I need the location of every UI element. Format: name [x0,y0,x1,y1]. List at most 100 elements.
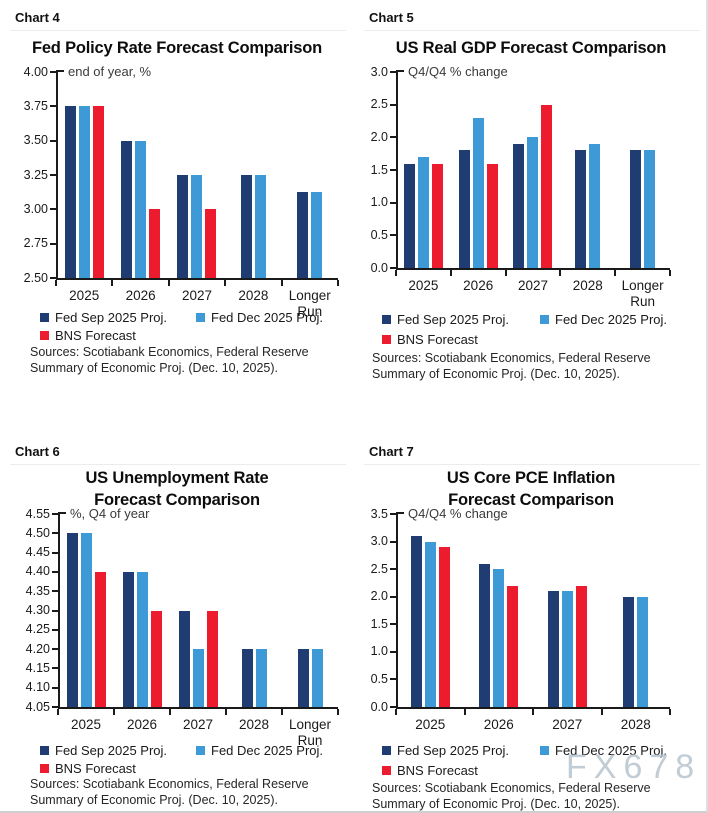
y-tick-mark [390,623,396,626]
bar-fed-dec-2025 [191,175,203,278]
bar-fed-dec-2025 [424,541,436,707]
divider-line [364,464,700,465]
bar-fed-sep-2025 [64,106,76,278]
chart-label: Chart 7 [369,444,414,459]
x-axis-line [396,268,670,270]
chart-title: US Unemployment Rate Forecast Comparison [0,468,354,511]
sources-note: Sources: Scotiabank Economics, Federal R… [372,780,651,811]
chart-title: US Core PCE Inflation Forecast Comparison [354,468,706,511]
y-axis-label: 4.05 [25,699,50,714]
bar-fed-dec-2025 [311,191,323,278]
x-axis-line [396,707,670,709]
x-tick-mark [111,280,114,286]
bar-fed-dec-2025 [472,117,484,268]
bar-fed-dec-2025 [417,156,429,268]
y-axis-label: 0.0 [370,260,388,275]
bar-group [169,72,225,278]
divider-line [10,30,346,31]
legend-swatch-fed-sep-2025 [382,746,391,755]
bar-fed-sep-2025 [623,596,635,707]
bar-group [396,514,465,707]
y-tick-mark [390,267,396,269]
y-axis-label: 4.10 [25,680,50,695]
bar-bns-forecast [541,104,553,268]
y-axis-line [56,70,58,278]
y-tick-mark [52,609,58,612]
y-tick-mark [52,570,58,573]
x-axis-label: 2026 [463,278,494,293]
chart7-panel: Chart 7 US Core PCE Inflation Forecast Co… [354,430,706,811]
y-tick-mark [390,678,396,681]
x-axis-label: 2025 [408,278,439,293]
bar-fed-dec-2025 [255,649,267,707]
bar-bns-forecast [206,610,218,707]
bar-fed-sep-2025 [479,563,491,707]
legend-item: Fed Dec 2025 Proj. [540,312,667,327]
chart5-panel: Chart 5 US Real GDP Forecast Comparison … [354,0,706,430]
y-axis-label: 2.5 [370,561,388,576]
legend-swatch-bns-forecast [382,335,391,344]
x-axis-label: 2027 [552,717,583,732]
bar-fed-dec-2025 [80,533,92,707]
bar-fed-sep-2025 [410,536,422,707]
y-axis-label: 3.75 [23,98,48,113]
y-axis-label: 1.5 [370,616,388,631]
y-axis-label: 2.0 [370,129,388,144]
chart-title: US Real GDP Forecast Comparison [354,38,706,60]
y-axis-label: 2.50 [23,270,48,285]
legend-label: Fed Sep 2025 Proj. [397,312,510,327]
bar-group [506,72,561,268]
plot-area: Q4/Q4 % change 0.0 0.5 1.0 1.5 2.0 2.5 3.0 2025 2… [371,64,671,309]
y-tick-mark [52,532,58,535]
legend-label: BNS Forecast [55,328,136,343]
y-tick-mark [390,650,396,653]
y-tick-mark [390,234,396,237]
bar-group [170,514,226,707]
chart-title: Fed Policy Rate Forecast Comparison [0,38,354,60]
y-tick-mark [390,71,396,73]
bar-group [465,514,534,707]
y-axis-label: 4.40 [25,564,50,579]
bar-group [58,514,114,707]
plot-area: Q4/Q4 % change 0.0 0.5 1.0 1.5 2.0 2.5 3.0 3.5 20… [371,506,671,732]
bar-group [533,514,602,707]
legend-item: Fed Sep 2025 Proj. [40,743,167,758]
bar-group [112,72,168,278]
x-tick-mark [280,280,283,286]
bar-fed-sep-2025 [575,150,587,268]
x-axis-label: Longer Run [288,288,331,319]
legend-item: Fed Dec 2025 Proj. [196,743,323,758]
bar-group [282,72,338,278]
y-axis-label: 4.45 [25,545,50,560]
y-axis-label: 4.25 [25,622,50,637]
legend-item: Fed Dec 2025 Proj. [196,310,323,325]
y-tick-mark [50,174,56,176]
axis-top-tick [60,512,66,514]
y-tick-mark [50,208,56,211]
bar-fed-dec-2025 [561,591,573,707]
legend-item: Fed Sep 2025 Proj. [382,743,509,758]
legend-label: Fed Sep 2025 Proj. [397,743,510,758]
sources-line: Sources: Scotiabank Economics, Federal R… [372,351,651,365]
y-tick-mark [50,139,56,142]
chart-label: Chart 6 [15,444,60,459]
x-tick-mark [449,270,452,276]
x-axis-label: 2028 [572,278,603,293]
sources-line: Sources: Scotiabank Economics, Federal R… [372,781,651,795]
x-axis-line [58,707,338,709]
bar-fed-dec-2025 [493,569,505,707]
chart4-panel: Chart 4 Fed Policy Rate Forecast Compari… [0,0,354,430]
bar-group [282,514,338,707]
y-tick-mark [52,648,58,651]
legend-item: Fed Sep 2025 Proj. [382,312,509,327]
chart-title-line: Forecast Comparison [94,490,260,509]
y-tick-mark [50,242,56,245]
sources-line: Sources: Scotiabank Economics, Federal R… [30,345,309,359]
x-axis-label: 2025 [70,717,102,732]
bar-fed-dec-2025 [136,571,148,707]
bar-fed-sep-2025 [177,175,189,278]
x-axis-label: 2026 [126,717,158,732]
y-axis-label: 4.35 [25,583,50,598]
bar-bns-forecast [431,163,443,268]
divider-line [10,464,346,465]
